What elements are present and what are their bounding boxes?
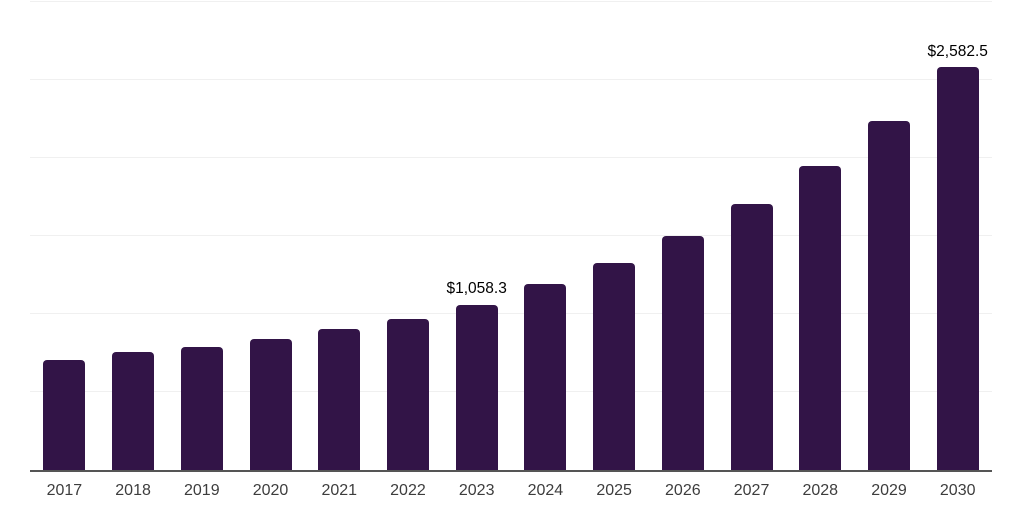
x-tick-2023: 2023 (458, 482, 495, 499)
x-tick-2024: 2024 (527, 482, 564, 499)
x-axis-labels: 2017 2018 2019 2020 2021 2022 2023 2024 2025 2026… (30, 483, 992, 499)
bar-2030 (936, 67, 979, 470)
gridline-2500 (30, 79, 992, 80)
bar-2020 (249, 338, 292, 470)
bar-slot-2018 (99, 2, 168, 470)
x-tick-2018: 2018 (115, 482, 151, 499)
bar-slot-2023: $1,058.3 (442, 2, 511, 470)
bar-slot-2022 (374, 2, 443, 470)
bar-value-label-2030: $2,582.5 (927, 42, 988, 60)
gridline-500 (30, 391, 992, 393)
bar-slot-2028 (786, 2, 855, 470)
bar-slot-2019 (167, 2, 236, 470)
bar-slot-2017 (30, 2, 99, 470)
bar-slot-2027 (717, 2, 786, 470)
bar-slot-2029 (855, 2, 924, 470)
x-tick-2029: 2029 (871, 482, 907, 499)
x-axis-line (30, 470, 992, 472)
bar-slot-2024 (511, 2, 580, 470)
bar-2029 (867, 120, 910, 470)
x-tick-2021: 2021 (321, 482, 358, 499)
x-tick-2025: 2025 (596, 482, 632, 499)
bar-2017 (43, 359, 86, 470)
gridline-1000 (30, 313, 992, 315)
bar-value-label-2023: $1,058.3 (446, 280, 507, 298)
x-tick-2020: 2020 (252, 482, 289, 499)
x-tick-2019: 2019 (184, 482, 220, 499)
bar-2019 (180, 346, 223, 470)
bar-2025 (593, 263, 636, 470)
bar-2026 (661, 235, 704, 470)
bar-2018 (112, 351, 155, 470)
x-tick-2027: 2027 (733, 482, 770, 499)
bar-2024 (524, 284, 567, 470)
x-tick-2030: 2030 (939, 482, 976, 499)
bar-2022 (386, 319, 429, 470)
x-tick-2022: 2022 (390, 482, 426, 499)
x-tick-2028: 2028 (802, 482, 839, 499)
bar-slot-2021 (305, 2, 374, 470)
bars: $1,058.3 $2,582.5 (30, 2, 992, 470)
bar-2027 (730, 203, 773, 470)
bar-slot-2025 (580, 2, 649, 470)
x-tick-2026: 2026 (665, 482, 701, 499)
gridline-3000 (30, 1, 992, 2)
gridline-1500 (30, 235, 992, 236)
bar-2021 (318, 329, 361, 470)
bar-slot-2020 (236, 2, 305, 470)
bar-slot-2026 (648, 2, 717, 470)
bar-2028 (799, 165, 842, 470)
bar-slot-2030: $2,582.5 (923, 2, 992, 470)
gridline-2000 (30, 157, 992, 159)
plot-area: $1,058.3 $2,582.5 (30, 1, 992, 470)
bar-2023 (455, 304, 498, 470)
x-tick-2017: 2017 (46, 482, 83, 499)
